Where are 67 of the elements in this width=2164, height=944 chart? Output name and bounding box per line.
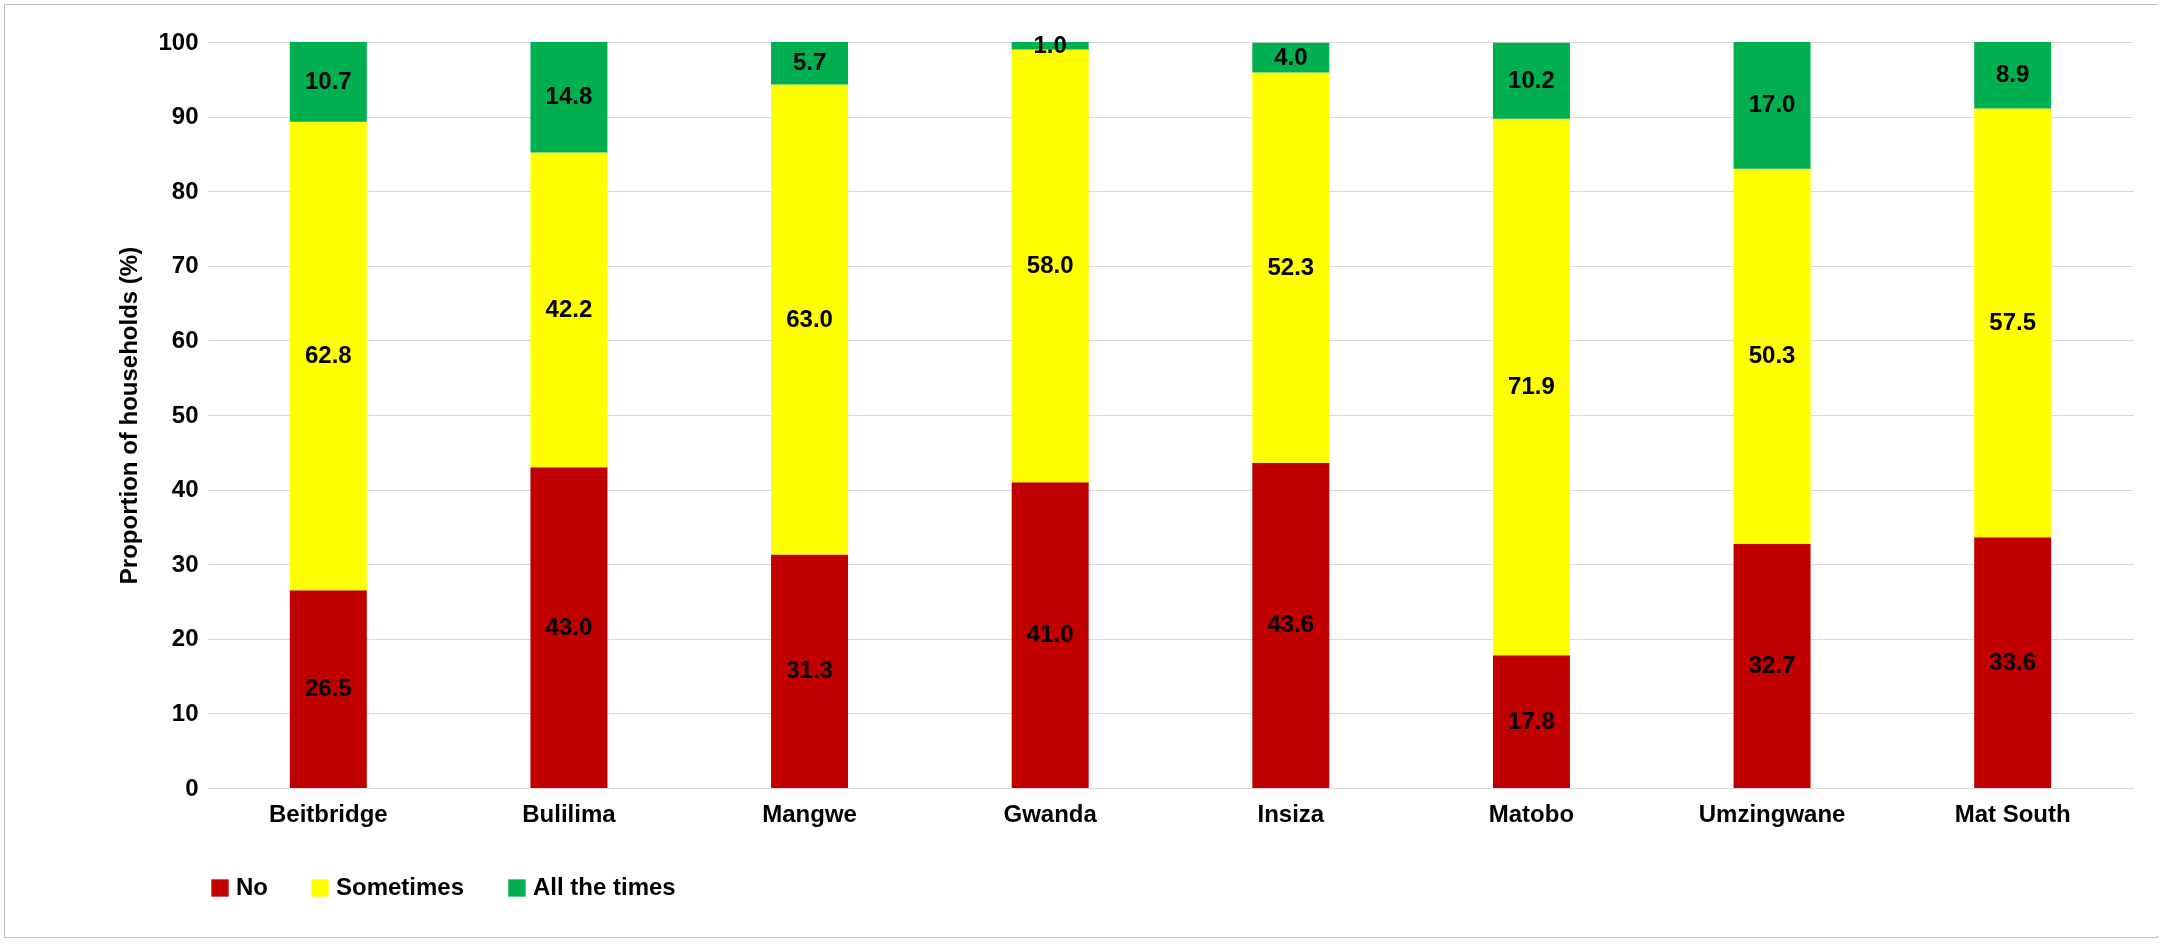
legend-label: All the times (533, 873, 676, 900)
data-label: 52.3 (1267, 252, 1315, 280)
bar (1733, 544, 1811, 788)
y-tick-label: 30 (171, 549, 199, 577)
bar (289, 590, 367, 788)
bar (1492, 655, 1570, 788)
data-label: 71.9 (1508, 372, 1555, 400)
bar (1252, 462, 1330, 788)
x-tick-label: Insiza (1257, 799, 1325, 827)
y-tick-label: 20 (171, 624, 199, 652)
x-tick-label: Mangwe (762, 799, 857, 827)
data-label: 31.3 (786, 656, 833, 684)
bar (1733, 168, 1811, 545)
data-label: 17.0 (1748, 90, 1796, 118)
data-label: 33.6 (1989, 647, 2037, 675)
x-tick-label: Umzingwane (1698, 799, 1846, 827)
bar (530, 42, 608, 153)
bar (1974, 42, 2052, 109)
bar (530, 152, 608, 468)
y-axis-title: Proportion of households (%) (115, 246, 143, 585)
data-label: 58.0 (1026, 250, 1074, 278)
bar (289, 121, 367, 591)
bar (771, 42, 849, 85)
bar (771, 554, 849, 788)
data-label: 26.5 (304, 674, 352, 702)
data-label: 14.8 (545, 82, 593, 110)
data-label: 10.7 (304, 66, 352, 94)
data-label: 43.6 (1267, 610, 1315, 638)
x-tick-label: Beitbridge (268, 799, 388, 827)
y-tick-label: 50 (171, 400, 199, 428)
y-tick-label: 10 (171, 698, 199, 726)
data-label: 32.7 (1748, 651, 1796, 679)
y-tick-label: 60 (171, 325, 199, 353)
data-label: 10.2 (1508, 65, 1555, 93)
data-label: 8.9 (1996, 60, 2030, 88)
data-label: 17.8 (1508, 706, 1555, 734)
data-label: 41.0 (1026, 620, 1074, 648)
bar (289, 42, 367, 122)
bar (771, 84, 849, 555)
bar (1974, 108, 2052, 538)
x-tick-label: Bulilima (522, 799, 617, 827)
x-tick-label: Mat South (1954, 799, 2071, 827)
bar (1733, 42, 1811, 169)
data-label: 57.5 (1989, 307, 2037, 335)
data-label: 42.2 (545, 294, 593, 322)
y-tick-label: 70 (171, 251, 199, 279)
x-tick-label: Matobo (1488, 799, 1575, 827)
y-tick-label: 40 (171, 475, 199, 503)
y-tick-label: 100 (158, 27, 199, 55)
bar (1011, 482, 1089, 788)
data-label: 5.7 (792, 48, 827, 76)
data-label: 62.8 (304, 341, 352, 369)
x-tick-label: Gwanda (1003, 799, 1098, 827)
data-label: 50.3 (1748, 341, 1796, 369)
bar (1252, 72, 1330, 463)
data-label: 4.0 (1274, 42, 1308, 70)
data-label: 63.0 (786, 304, 833, 332)
data-label: 43.0 (545, 612, 593, 640)
bar (1492, 118, 1570, 656)
bar (1974, 537, 2052, 788)
bar (530, 467, 608, 788)
bar (1492, 42, 1570, 119)
y-tick-label: 0 (185, 773, 199, 801)
y-tick-label: 90 (171, 102, 199, 130)
legend-label: Sometimes (336, 873, 465, 900)
y-tick-label: 80 (171, 176, 199, 204)
legend-label: No (236, 873, 268, 900)
